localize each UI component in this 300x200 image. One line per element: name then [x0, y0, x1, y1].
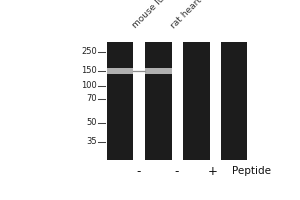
Text: 70: 70 — [86, 94, 97, 103]
Bar — [107, 42, 134, 160]
Text: -: - — [136, 165, 141, 178]
Text: 250: 250 — [81, 47, 97, 56]
Bar — [145, 42, 172, 160]
Text: 150: 150 — [81, 66, 97, 75]
Text: -: - — [175, 165, 179, 178]
Text: 35: 35 — [86, 137, 97, 146]
Text: +: + — [208, 165, 218, 178]
Text: rat heart: rat heart — [169, 0, 204, 30]
Text: mouse lung: mouse lung — [131, 0, 175, 30]
Bar — [183, 42, 210, 160]
Text: 50: 50 — [86, 118, 97, 127]
Bar — [145, 68, 172, 74]
Text: 100: 100 — [81, 81, 97, 90]
Text: Peptide: Peptide — [232, 166, 271, 176]
Bar — [220, 42, 247, 160]
Bar — [107, 68, 134, 74]
